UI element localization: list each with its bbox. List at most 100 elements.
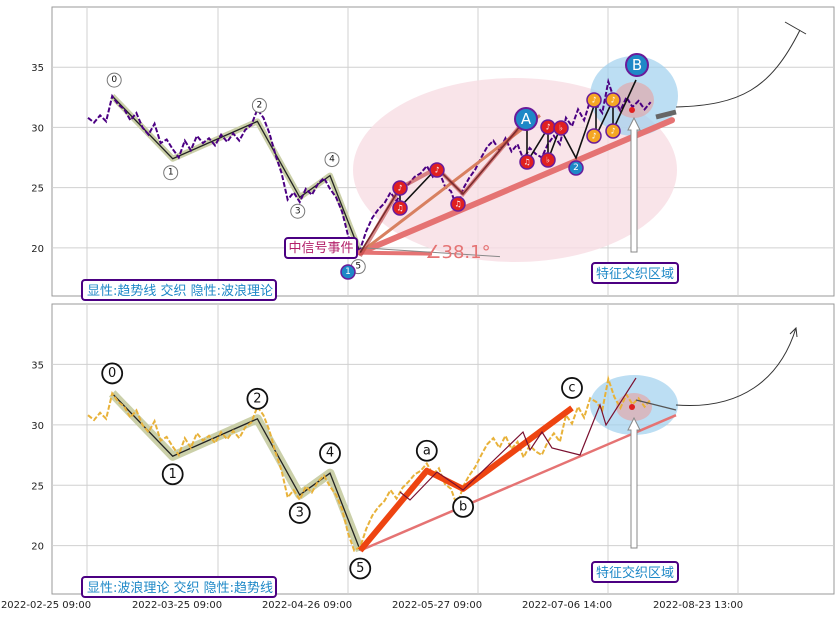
wave-node-label: c: [568, 380, 575, 395]
wave-node-label: 2: [257, 100, 263, 110]
event-marker-glyph: ♪: [591, 132, 596, 141]
wave-node-label: 3: [295, 206, 301, 216]
event-marker-orange: [605, 123, 621, 139]
zigzag-line: [359, 79, 637, 254]
panel-caption: 显性:趋势线 交织 隐性:波浪理论: [87, 283, 273, 299]
y-tick-label: 30: [31, 123, 44, 134]
x-tick-label: 2022-07-06 14:00: [522, 600, 612, 611]
y-tick-label: 25: [31, 184, 44, 195]
marker-2-label: 2: [573, 163, 579, 173]
y-tick-label: 20: [31, 244, 44, 255]
marker-A: [514, 107, 538, 131]
event-marker-glyph: ♪: [434, 166, 439, 175]
x-tick-label: 2022-04-26 09:00: [262, 600, 352, 611]
wave-node-label: 4: [329, 155, 335, 165]
wave-node-label: 5: [356, 561, 364, 576]
angle-arrow: [360, 247, 501, 258]
event-marker: [392, 180, 408, 196]
wave-node-marker: [251, 97, 267, 113]
wave-node-label: 0: [111, 75, 117, 85]
event-marker-glyph: ♫: [523, 158, 530, 167]
wave-node-label: 1: [169, 467, 177, 482]
zone-pointer-arrow: [627, 116, 641, 253]
marker-B-label: B: [632, 56, 642, 74]
x-tick-label: 2022-02-25 09:00: [1, 600, 91, 611]
event-marker-glyph: ♪: [397, 184, 402, 193]
zone-dot: [629, 107, 635, 113]
event-marker-glyph: ♫: [454, 200, 461, 209]
event-marker: [540, 152, 556, 168]
wave-node-label: b: [459, 499, 467, 514]
projection-curve: [675, 29, 801, 108]
price-series-line: [87, 374, 652, 552]
trend-line-main: [359, 414, 677, 552]
wave-node-marker: [290, 203, 306, 219]
wave-node-marker: [246, 387, 269, 410]
wave-node-marker: [415, 439, 438, 462]
x-tick-label: 2022-08-23 13:00: [653, 600, 743, 611]
angle-label: ∠38.1°: [425, 242, 490, 263]
event-marker: [392, 200, 408, 216]
wave-node-marker: [106, 72, 122, 88]
top-panel: 20 25 30 35 0 1 2 3 4 5 ♪ ♫ ♪ ♫ ♫ ♪ ♭ ♭ ♪ ♪ ♪ ♪ 1 2 A B 中信号事件 ∠38.1…: [31, 6, 835, 301]
wave-node-marker: [561, 377, 583, 399]
wave-node-label: 2: [253, 391, 261, 406]
wave-node-label: 0: [108, 366, 116, 381]
event-marker-glyph: ♫: [396, 204, 403, 213]
panel-caption: 显性:波浪理论 交织 隐性:趋势线: [87, 580, 273, 596]
zone-dot: [629, 404, 635, 410]
projection-arrowhead: [789, 326, 798, 338]
zone-label-box: [591, 262, 679, 284]
wave-node-marker: [161, 463, 184, 486]
zigzag-line: [399, 377, 637, 501]
wave-node-marker: [288, 502, 311, 524]
x-axis: 2022-02-25 09:00 2022-03-25 09:00 2022-04-…: [1, 600, 743, 611]
x-tick-label: 2022-03-25 09:00: [132, 600, 222, 611]
event-marker-orange: [586, 128, 602, 144]
y-tick-label: 20: [31, 542, 44, 553]
event-marker: [450, 196, 466, 212]
event-marker: [429, 162, 445, 178]
marker-2: [568, 160, 584, 176]
trend-tip: [655, 109, 677, 120]
x-tick-label: 2022-05-27 09:00: [392, 600, 482, 611]
wave-node-marker: [452, 495, 475, 518]
caption-box: [81, 576, 277, 598]
wave-node-marker: [324, 152, 340, 168]
marker-A-label: A: [521, 110, 532, 128]
wave-node-marker: [349, 557, 372, 580]
wave-node-label: 1: [168, 168, 174, 178]
zone-label: 特征交织区域: [596, 565, 674, 581]
trend-line-main: [357, 117, 675, 256]
wave-node-label: 4: [326, 446, 334, 461]
projection-tee: [784, 21, 807, 35]
y-tick-label: 30: [31, 421, 44, 432]
event-label-box: [284, 237, 358, 259]
y-tick-label: 35: [31, 360, 44, 371]
event-marker: [553, 120, 569, 136]
wave-node-marker: [163, 165, 179, 181]
event-marker-orange: [605, 92, 621, 108]
event-label: 中信号事件: [288, 241, 353, 256]
zone-label: 特征交织区域: [596, 266, 674, 282]
wave-line: [111, 392, 361, 551]
event-marker-glyph: ♭: [559, 124, 563, 133]
trend-tip: [635, 399, 677, 411]
event-marker-glyph: ♭: [546, 156, 550, 165]
projection-curve: [675, 327, 797, 407]
marker-1: [340, 264, 356, 280]
event-marker-orange: [586, 92, 602, 108]
marker-B: [625, 53, 649, 77]
angle-base-line: [360, 250, 433, 256]
wave-line: [111, 95, 361, 253]
y-tick-label: 35: [31, 63, 44, 74]
marker-1-label: 1: [345, 267, 351, 277]
zone-pointer-arrow: [627, 416, 641, 549]
event-marker-glyph: ♪: [610, 127, 615, 136]
wave-node-label: 5: [355, 262, 361, 272]
wave-node-label: 3: [296, 505, 304, 520]
zone-label-box: [591, 561, 679, 583]
abc-impulse: [357, 405, 574, 553]
